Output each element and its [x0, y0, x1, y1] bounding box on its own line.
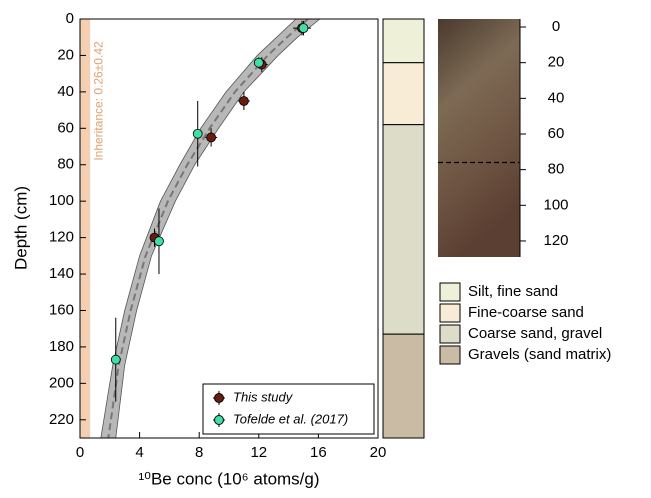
photo-tick-label: 40 [548, 89, 565, 106]
x-axis-label: ¹⁰Be conc (10⁶ atoms/g) [138, 469, 319, 488]
inheritance-band [78, 19, 91, 438]
y-tick-label: 60 [57, 119, 74, 136]
legend-swatch [440, 325, 460, 343]
photo-tick-label: 120 [543, 232, 568, 249]
legend-swatch [440, 346, 460, 364]
chart: Depth (cm) ¹⁰Be conc (10⁶ atoms/g) Inher… [0, 0, 651, 493]
x-tick-label: 8 [195, 444, 203, 461]
point [239, 96, 248, 105]
fit-line [108, 19, 308, 438]
point [299, 24, 308, 33]
legend-marker [215, 394, 224, 403]
layer [383, 19, 424, 63]
legend-marker [215, 416, 224, 425]
y-tick-label: 220 [49, 411, 74, 428]
photo-tick-label: 60 [548, 125, 565, 142]
legend-label: Coarse sand, gravel [468, 325, 602, 342]
y-axis-label: Depth (cm) [11, 186, 30, 270]
legend-swatch [440, 304, 460, 322]
fit-band [101, 19, 320, 438]
y-tick-label: 40 [57, 83, 74, 100]
y-tick-label: 180 [49, 338, 74, 355]
layer [383, 63, 424, 125]
x-tick-label: 0 [76, 444, 84, 461]
y-tick-label: 100 [49, 192, 74, 209]
inheritance-label: Inheritance: 0.26±0.42 [91, 41, 105, 161]
y-tick-label: 80 [57, 156, 74, 173]
axes-frame [80, 19, 378, 438]
y-tick-label: 160 [49, 301, 74, 318]
layer [383, 125, 424, 335]
x-tick-label: 16 [310, 444, 327, 461]
photo-tick-label: 100 [543, 196, 568, 213]
plot-area [78, 19, 320, 438]
y-tick-label: 0 [66, 10, 74, 27]
point [193, 129, 202, 138]
legend-label: Tofelde et al. (2017) [233, 411, 348, 426]
legend-swatch [440, 283, 460, 301]
point [111, 355, 120, 364]
photo-tick-label: 0 [552, 18, 560, 35]
legend-label: Fine-coarse sand [468, 304, 584, 321]
x-tick-label: 4 [135, 444, 143, 461]
legend-label: Silt, fine sand [468, 283, 558, 300]
y-tick-label: 20 [57, 46, 74, 63]
photo [438, 19, 520, 257]
legend-label: This study [233, 389, 294, 404]
point [254, 58, 263, 67]
layer [383, 334, 424, 438]
y-tick-label: 200 [49, 374, 74, 391]
point [154, 237, 163, 246]
x-tick-label: 12 [250, 444, 267, 461]
y-tick-label: 140 [49, 265, 74, 282]
point [207, 133, 216, 142]
photo-tick-label: 20 [548, 54, 565, 71]
x-tick-label: 20 [370, 444, 387, 461]
y-tick-label: 120 [49, 229, 74, 246]
photo-tick-label: 80 [548, 161, 565, 178]
legend-label: Gravels (sand matrix) [468, 346, 611, 363]
